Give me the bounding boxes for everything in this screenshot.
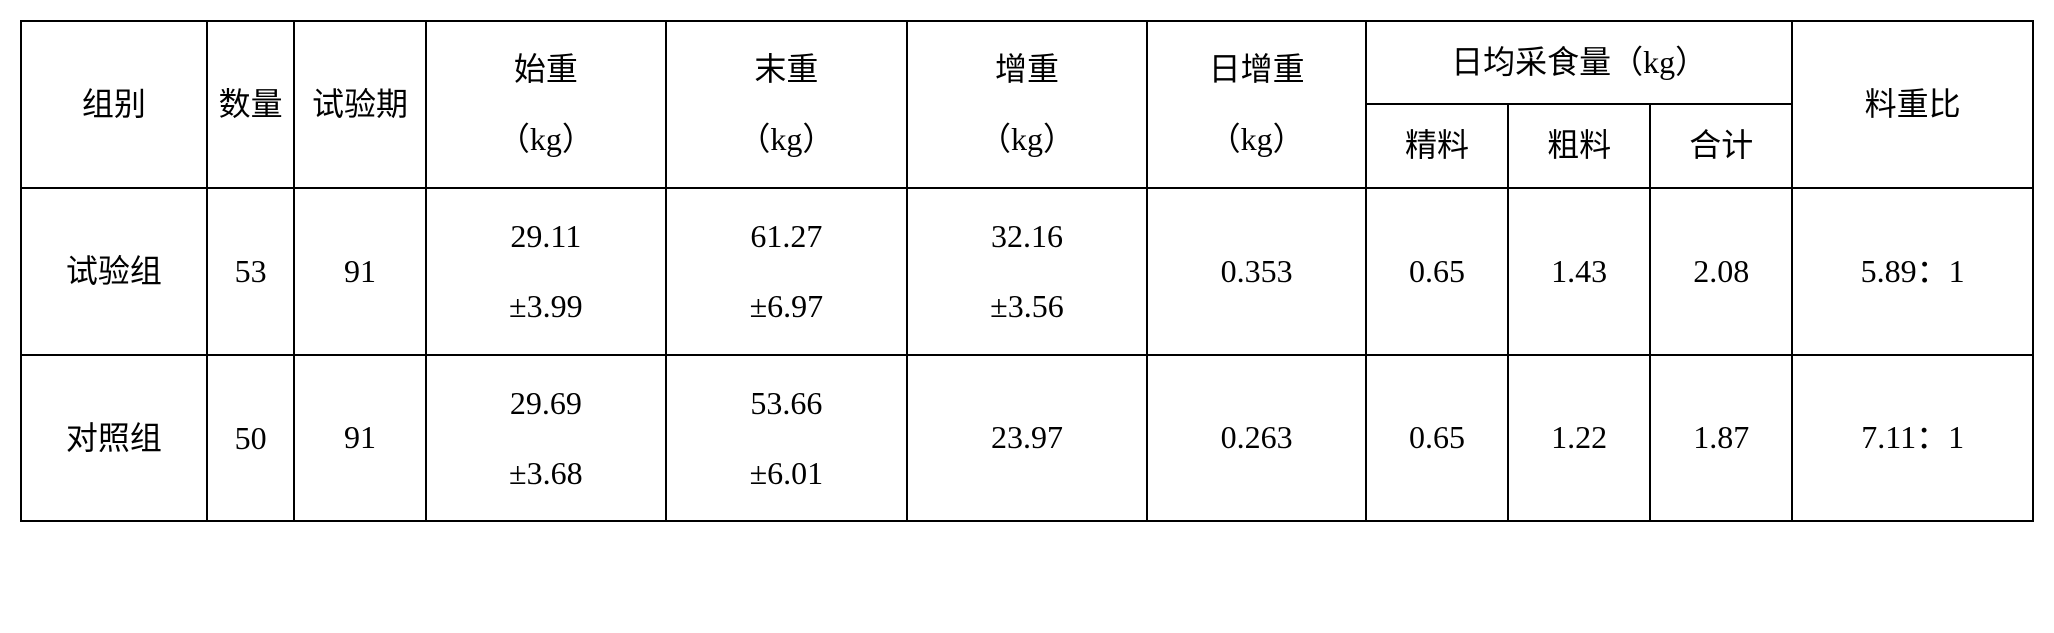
cell-total: 1.87 — [1650, 355, 1792, 522]
header-concentrate: 精料 — [1366, 104, 1508, 187]
table-header: 组别 数量 试验期 始重（kg） 末重（kg） 增重（kg） 日增重（kg） 日… — [21, 21, 2033, 188]
cell-start-weight: 29.69±3.68 — [426, 355, 667, 522]
cell-ratio: 7.11：1 — [1792, 355, 2033, 522]
header-daily-gain: 日增重（kg） — [1147, 21, 1366, 188]
cell-concentrate: 0.65 — [1366, 188, 1508, 355]
header-ratio: 料重比 — [1792, 21, 2033, 188]
cell-period: 91 — [294, 355, 425, 522]
cell-group: 对照组 — [21, 355, 207, 522]
cell-weight-gain: 23.97 — [907, 355, 1148, 522]
table-body: 试验组 53 91 29.11±3.99 61.27±6.97 32.16±3.… — [21, 188, 2033, 522]
header-daily-intake: 日均采食量（kg） — [1366, 21, 1792, 104]
header-group: 组别 — [21, 21, 207, 188]
cell-period: 91 — [294, 188, 425, 355]
cell-end-weight: 53.66±6.01 — [666, 355, 907, 522]
cell-quantity: 53 — [207, 188, 294, 355]
header-period: 试验期 — [294, 21, 425, 188]
table-row: 试验组 53 91 29.11±3.99 61.27±6.97 32.16±3.… — [21, 188, 2033, 355]
header-roughage: 粗料 — [1508, 104, 1650, 187]
header-start-weight: 始重（kg） — [426, 21, 667, 188]
cell-start-weight: 29.11±3.99 — [426, 188, 667, 355]
data-table: 组别 数量 试验期 始重（kg） 末重（kg） 增重（kg） 日增重（kg） 日… — [20, 20, 2034, 522]
cell-daily-gain: 0.263 — [1147, 355, 1366, 522]
cell-weight-gain: 32.16±3.56 — [907, 188, 1148, 355]
header-end-weight: 末重（kg） — [666, 21, 907, 188]
header-row-1: 组别 数量 试验期 始重（kg） 末重（kg） 增重（kg） 日增重（kg） 日… — [21, 21, 2033, 104]
table-row: 对照组 50 91 29.69±3.68 53.66±6.01 23.97 0.… — [21, 355, 2033, 522]
cell-ratio: 5.89：1 — [1792, 188, 2033, 355]
cell-roughage: 1.22 — [1508, 355, 1650, 522]
header-weight-gain: 增重（kg） — [907, 21, 1148, 188]
header-total: 合计 — [1650, 104, 1792, 187]
cell-end-weight: 61.27±6.97 — [666, 188, 907, 355]
cell-daily-gain: 0.353 — [1147, 188, 1366, 355]
cell-total: 2.08 — [1650, 188, 1792, 355]
cell-quantity: 50 — [207, 355, 294, 522]
cell-roughage: 1.43 — [1508, 188, 1650, 355]
cell-concentrate: 0.65 — [1366, 355, 1508, 522]
header-quantity: 数量 — [207, 21, 294, 188]
cell-group: 试验组 — [21, 188, 207, 355]
